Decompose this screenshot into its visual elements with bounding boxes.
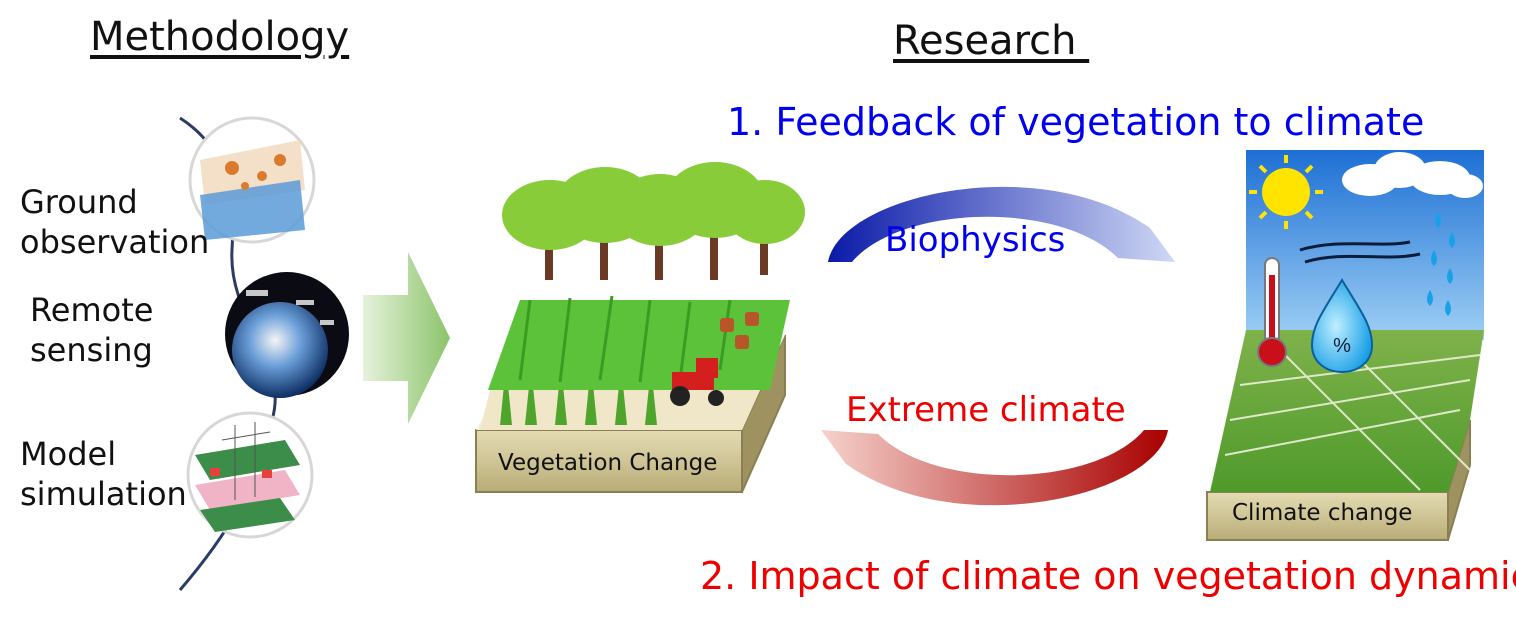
method-label-remote-sensing: Remote sensing: [30, 291, 154, 369]
extreme-climate-arrow: [821, 430, 1168, 506]
vegetation-change-label: Vegetation Change: [498, 450, 718, 476]
sun-icon: [1249, 155, 1323, 229]
research-question-2: 2. Impact of climate on vegetation dynam…: [700, 554, 1516, 598]
research-question-1: 1. Feedback of vegetation to climate: [727, 100, 1425, 144]
method-label-model-simulation: Model simulation: [20, 435, 187, 513]
thermometer-icon: [1257, 257, 1287, 367]
rain-icon: [1427, 212, 1455, 316]
extreme-climate-label: Extreme climate: [846, 390, 1126, 430]
research-header: Research: [893, 18, 1090, 64]
climate-change-label: Climate change: [1232, 500, 1413, 526]
percent-drop-icon: %: [1310, 278, 1374, 374]
cloud-icon: [1342, 152, 1483, 198]
wind-icon: [1299, 240, 1421, 264]
tractor-icon: [670, 358, 724, 406]
green-transition-arrow: [363, 252, 450, 424]
ground-observation-image: [188, 116, 316, 244]
methodology-header: Methodology: [90, 14, 350, 60]
climate-block: %: [1206, 150, 1484, 541]
model-simulation-image: [186, 411, 314, 539]
remote-sensing-image: [225, 272, 349, 398]
biophysics-arrow: [828, 186, 1175, 262]
method-label-ground-observation: Ground observation: [20, 183, 210, 261]
vegetation-block: [475, 162, 805, 493]
svg-text:%: %: [1333, 335, 1351, 357]
biophysics-label: Biophysics: [885, 220, 1066, 260]
